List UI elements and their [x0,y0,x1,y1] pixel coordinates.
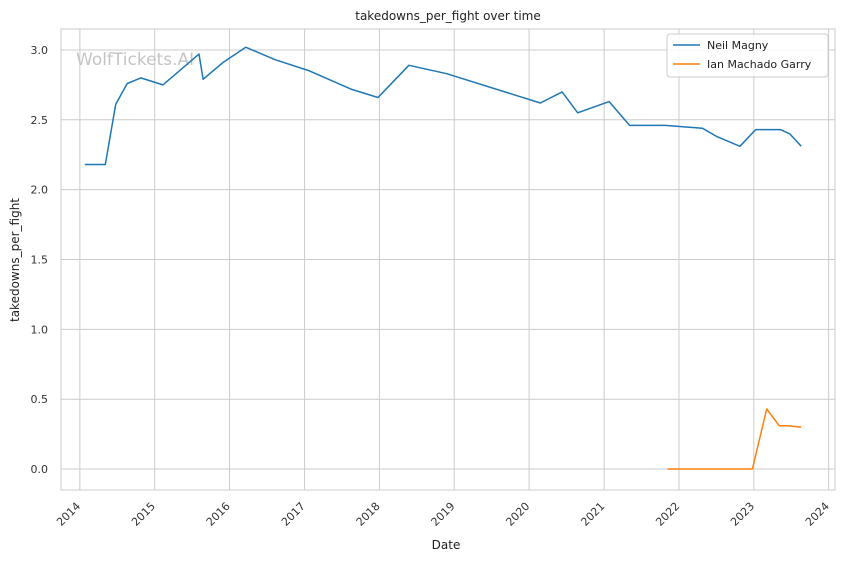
legend-box [666,33,829,78]
x-tick-label: 2015 [129,500,158,529]
x-tick-label: 2017 [279,500,308,529]
x-tick-label: 2014 [54,500,83,529]
y-tick-label: 3.0 [31,44,49,57]
x-tick-label: 2023 [728,500,757,529]
y-axis-label: takedowns_per_fight [8,198,22,322]
y-tick-label: 1.5 [31,254,49,267]
legend-label-ian-machado-garry: Ian Machado Garry [707,58,812,71]
y-tick-label: 1.0 [31,323,49,336]
grid-lines [61,29,835,490]
watermark-text: WolfTickets.AI [76,50,194,70]
y-tick-label: 0.5 [31,393,49,406]
y-tick-label: 2.5 [31,114,49,127]
x-tick-labels: 2014 2015 2016 2017 2018 2019 2020 2021 2022 2023… [54,500,832,529]
series-layer [84,46,802,470]
series-line-neil-magny [84,46,802,166]
legend-label-neil-magny: Neil Magny [707,39,769,52]
x-tick-label: 2020 [503,500,532,529]
y-tick-label: 0.0 [31,463,49,476]
y-tick-label: 2.0 [31,184,49,197]
x-tick-label: 2022 [653,500,682,529]
x-axis-label: Date [432,538,461,552]
x-tick-label: 2024 [803,500,832,529]
x-tick-label: 2021 [578,500,607,529]
legend: Neil Magny Ian Machado Garry [666,33,829,78]
series-line-ian-machado-garry [667,408,802,470]
y-tick-labels: 0.0 0.5 1.0 1.5 2.0 2.5 3.0 [31,44,49,476]
x-tick-label: 2016 [204,500,233,529]
x-tick-label: 2019 [429,500,458,529]
chart-title: takedowns_per_fight over time [355,9,541,23]
x-tick-label: 2018 [354,500,383,529]
